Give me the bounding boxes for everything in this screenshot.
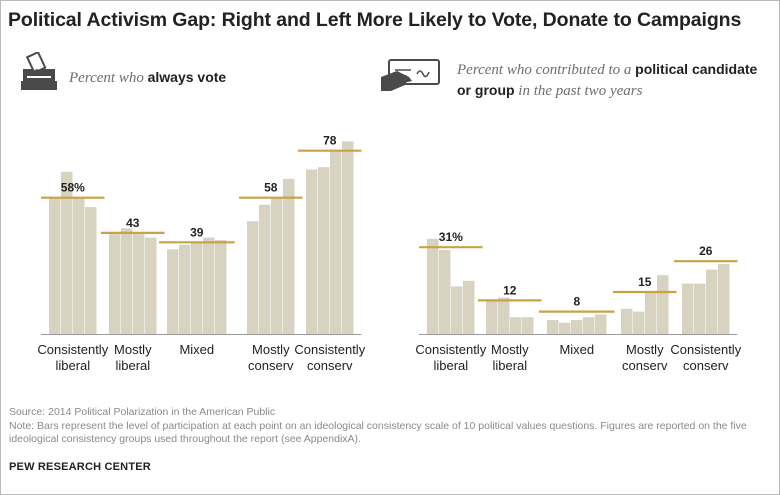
bar-chart1-group5-bar4 [342, 141, 354, 334]
bar-chart2-group3-bar2 [559, 322, 571, 334]
bar-chart1-group2-bar4 [145, 237, 157, 334]
category-label-chart1-group3-line1: Mixed [179, 342, 214, 357]
bar-chart2-group3-bar1 [547, 320, 559, 334]
bar-chart1-group5-bar1 [306, 169, 318, 334]
check-payment-icon [381, 59, 440, 91]
average-label-chart1-group4: 58 [264, 181, 278, 195]
bar-chart1-group1-bar4 [85, 207, 97, 334]
bar-chart1-group2-bar2 [121, 228, 133, 335]
category-label-chart1-group2-line1: Mostly [114, 342, 152, 357]
brand-logo-text: PEW RESEARCH CENTER [9, 461, 151, 473]
bar-chart1-group1-bar2 [61, 171, 73, 334]
category-label-chart1-group5-line2: conserv [307, 358, 353, 373]
average-label-chart2-group5: 26 [699, 244, 713, 258]
bar-chart2-group5-bar1 [682, 283, 694, 334]
category-label-chart1-group4-line2: conserv [248, 358, 294, 373]
category-label-chart1-group5-line1: Consistently [294, 342, 365, 357]
bar-chart2-group1-bar3 [451, 286, 463, 334]
average-label-chart2-group1: 31% [439, 230, 463, 244]
average-label-chart1-group2: 43 [126, 216, 140, 230]
average-label-chart2-group4: 15 [638, 275, 652, 289]
bar-chart1-group3-bar3 [191, 242, 203, 334]
average-label-chart2-group3: 8 [573, 295, 580, 309]
bar-chart1-group3-bar2 [179, 244, 191, 334]
bar-chart2-group1-bar4 [463, 280, 475, 334]
average-label-chart2-group2: 12 [503, 283, 517, 297]
average-label-chart1-group5: 78 [323, 134, 337, 148]
vote-legend-text: Percent who always vote [69, 69, 227, 86]
bar-chart2-group2-bar1 [486, 300, 498, 334]
average-label-chart1-group1: 58% [61, 181, 85, 195]
bar-chart2-group3-bar3 [571, 320, 583, 334]
category-label-chart2-group5-line1: Consistently [670, 342, 741, 357]
bar-chart2-group5-bar2 [694, 283, 706, 334]
bar-chart2-group3-bar5 [595, 314, 607, 334]
bar-chart2-group5-bar4 [718, 264, 730, 334]
bar-chart1-group3-bar5 [215, 240, 227, 334]
bar-chart2-group3-bar4 [583, 317, 595, 334]
bar-chart1-group4-bar3 [271, 197, 283, 334]
ballot-box-icon [21, 52, 57, 90]
category-label-chart1-group1-line2: liberal [55, 358, 90, 373]
bar-chart1-group4-bar1 [247, 221, 259, 334]
category-label-chart1-group1-line1: Consistently [37, 342, 108, 357]
bar-chart1-group2-bar1 [109, 232, 121, 334]
category-label-chart2-group4-line2: conserv [622, 358, 668, 373]
bar-charts: 58%Consistentlyliberal43Mostlyliberal39M… [37, 134, 741, 373]
category-label-chart2-group3-line1: Mixed [559, 342, 594, 357]
bar-chart2-group4-bar3 [645, 292, 657, 334]
bar-chart2-group5-bar3 [706, 269, 718, 334]
bar-chart1-group1-bar1 [49, 197, 61, 334]
footer-notes: Source: 2014 Political Polarization in t… [9, 406, 774, 447]
bar-chart2-group4-bar2 [633, 311, 645, 334]
bar-chart1-group2-bar3 [133, 232, 145, 334]
category-label-chart2-group5-line2: conserv [683, 358, 729, 373]
average-label-chart1-group3: 39 [190, 225, 204, 239]
source-note: Source: 2014 Political Polarization in t… [9, 406, 276, 418]
bar-chart1-group3-bar1 [167, 249, 179, 334]
bar-chart2-group2-bar2 [498, 297, 510, 334]
bar-chart1-group4-bar4 [283, 178, 295, 334]
bar-chart1-group5-bar3 [330, 150, 342, 334]
bar-chart1-group4-bar2 [259, 204, 271, 335]
donate-legend-text: Percent who contributed to a political c… [457, 61, 758, 99]
bar-chart2-group2-bar4 [522, 317, 534, 334]
category-label-chart2-group2-line1: Mostly [491, 342, 529, 357]
bar-chart2-group1-bar2 [439, 250, 451, 334]
category-label-chart2-group1-line2: liberal [433, 358, 468, 373]
chart-title: Political Activism Gap: Right and Left M… [8, 9, 742, 31]
category-label-chart2-group4-line1: Mostly [626, 342, 664, 357]
bar-chart2-group4-bar4 [657, 275, 669, 334]
category-label-chart1-group4-line1: Mostly [252, 342, 290, 357]
bar-chart2-group4-bar1 [621, 308, 633, 334]
bar-chart2-group2-bar3 [510, 317, 522, 334]
category-label-chart1-group2-line2: liberal [115, 358, 150, 373]
method-note: Note: Bars represent the level of partic… [9, 419, 747, 446]
bar-chart1-group5-bar2 [318, 167, 330, 334]
category-label-chart2-group1-line1: Consistently [415, 342, 486, 357]
category-label-chart2-group2-line2: liberal [492, 358, 527, 373]
bar-chart1-group3-bar4 [203, 237, 215, 334]
bar-chart1-group1-bar3 [73, 197, 85, 334]
bar-chart2-group1-bar1 [427, 238, 439, 334]
